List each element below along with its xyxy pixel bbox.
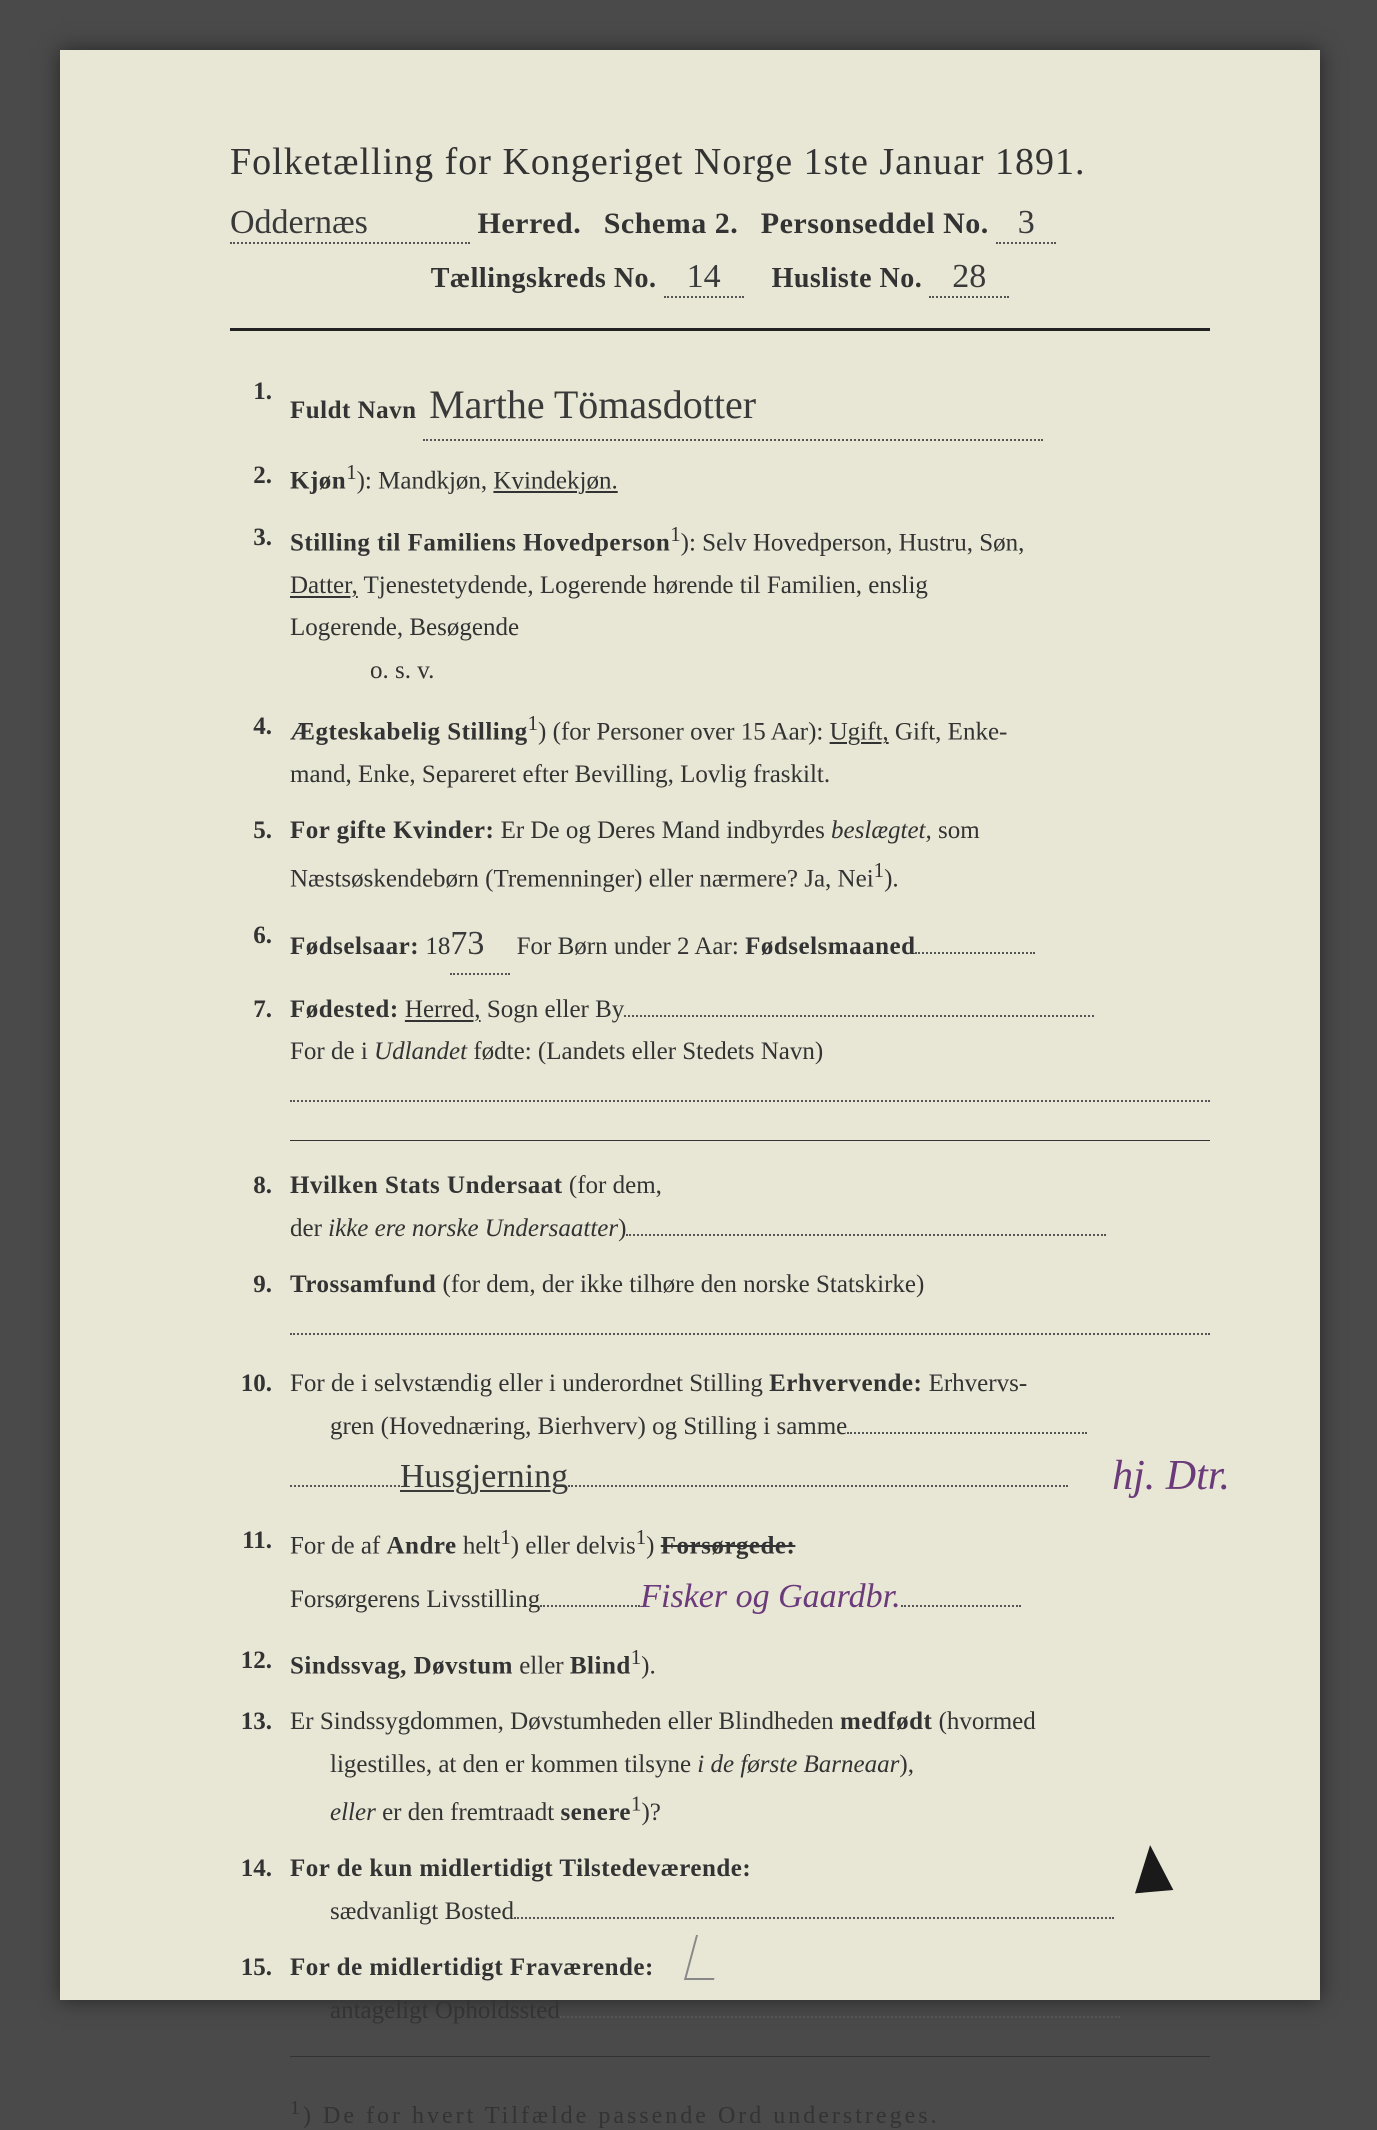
schema-label: Schema 2. [604, 207, 739, 240]
husliste-no: 28 [952, 258, 986, 296]
header-line-1: Oddernæs Herred. Schema 2. Personseddel … [230, 204, 1210, 244]
field-label: For gifte Kvinder: [290, 817, 494, 844]
field-12: 12. Sindssvag, Døvstum eller Blind1). [230, 1640, 1210, 1688]
field-15: 15. For de midlertidigt Fraværende: anta… [230, 1947, 1210, 2032]
field-num: 14. [230, 1848, 290, 1933]
field-label: Fuldt Navn [290, 397, 417, 424]
field-label: Trossamfund [290, 1271, 436, 1298]
field-num: 8. [230, 1165, 290, 1250]
provider-hw: Fisker og Gaardbr. [640, 1578, 900, 1615]
field-7: 7. Fødested: Herred, Sogn eller By For d… [230, 989, 1210, 1117]
census-form-page: Folketælling for Kongeriget Norge 1ste J… [60, 50, 1320, 2000]
page-title: Folketælling for Kongeriget Norge 1ste J… [230, 140, 1210, 184]
field-num: 12. [230, 1640, 290, 1688]
field-num: 5. [230, 810, 290, 900]
kreds-no: 14 [687, 258, 721, 296]
selected-herred: Herred, [405, 996, 481, 1023]
field-8: 8. Hvilken Stats Undersaat (for dem, der… [230, 1165, 1210, 1250]
field-label: Ægteskabelig Stilling [290, 718, 528, 745]
field-10: 10. For de i selvstændig eller i underor… [230, 1363, 1210, 1506]
name-value: Marthe Tömasdotter [429, 371, 756, 439]
field-2: 2. Kjøn1): Mandkjøn, Kvindekjøn. [230, 455, 1210, 503]
selected-datter: Datter, [290, 572, 358, 599]
kreds-label: Tællingskreds No. [431, 263, 657, 294]
personseddel-no: 3 [1018, 204, 1035, 242]
field-5: 5. For gifte Kvinder: Er De og Deres Man… [230, 810, 1210, 900]
field-num: 15. [230, 1947, 290, 2032]
field-6: 6. Fødselsaar: 1873 For Børn under 2 Aar… [230, 915, 1210, 975]
selected-ugift: Ugift, [830, 718, 889, 745]
field-label: For de kun midlertidigt Tilstedeværende: [290, 1855, 751, 1882]
field-3: 3. Stilling til Familiens Hovedperson1):… [230, 517, 1210, 692]
birth-year: 73 [450, 915, 484, 973]
field-num: 11. [230, 1520, 290, 1626]
field-9: 9. Trossamfund (for dem, der ikke tilhør… [230, 1264, 1210, 1349]
personseddel-label: Personseddel No. [761, 207, 989, 240]
field-label: Hvilken Stats Undersaat [290, 1172, 563, 1199]
field-13: 13. Er Sindssygdommen, Døvstumheden elle… [230, 1701, 1210, 1834]
field-label: Fødested: [290, 996, 399, 1023]
field-num: 1. [230, 371, 290, 441]
section-divider [290, 1140, 1210, 1141]
herred-value: Oddernæs [230, 204, 368, 242]
herred-label: Herred. [478, 207, 582, 240]
field-label: Kjøn [290, 467, 346, 494]
field-num: 7. [230, 989, 290, 1117]
husliste-label: Husliste No. [772, 263, 923, 294]
field-label: Sindssvag, Døvstum [290, 1652, 513, 1679]
field-num: 2. [230, 455, 290, 503]
footnote: 1) De for hvert Tilfælde passende Ord un… [290, 2097, 1210, 2130]
field-num: 6. [230, 915, 290, 975]
field-num: 10. [230, 1363, 290, 1506]
field-num: 3. [230, 517, 290, 692]
field-num: 13. [230, 1701, 290, 1834]
selected-kvindekjon: Kvindekjøn. [493, 467, 617, 494]
field-4: 4. Ægteskabelig Stilling1) (for Personer… [230, 706, 1210, 796]
header-line-2: Tællingskreds No. 14 Husliste No. 28 [230, 258, 1210, 298]
footer-divider [290, 2056, 1210, 2057]
field-11: 11. For de af Andre helt1) eller delvis1… [230, 1520, 1210, 1626]
side-annotation: hj. Dtr. [1112, 1441, 1230, 1512]
field-14: 14. For de kun midlertidigt Tilstedevære… [230, 1848, 1210, 1933]
field-1: 1. Fuldt Navn Marthe Tömasdotter [230, 371, 1210, 441]
field-label: Stilling til Familiens Hovedperson [290, 529, 670, 556]
field-num: 9. [230, 1264, 290, 1349]
divider [230, 328, 1210, 331]
field-num: 4. [230, 706, 290, 796]
field-label: For de midlertidigt Fraværende: [290, 1954, 654, 1981]
field-label: Fødselsaar: [290, 933, 419, 960]
occupation-hw: Husgjerning [400, 1448, 568, 1506]
